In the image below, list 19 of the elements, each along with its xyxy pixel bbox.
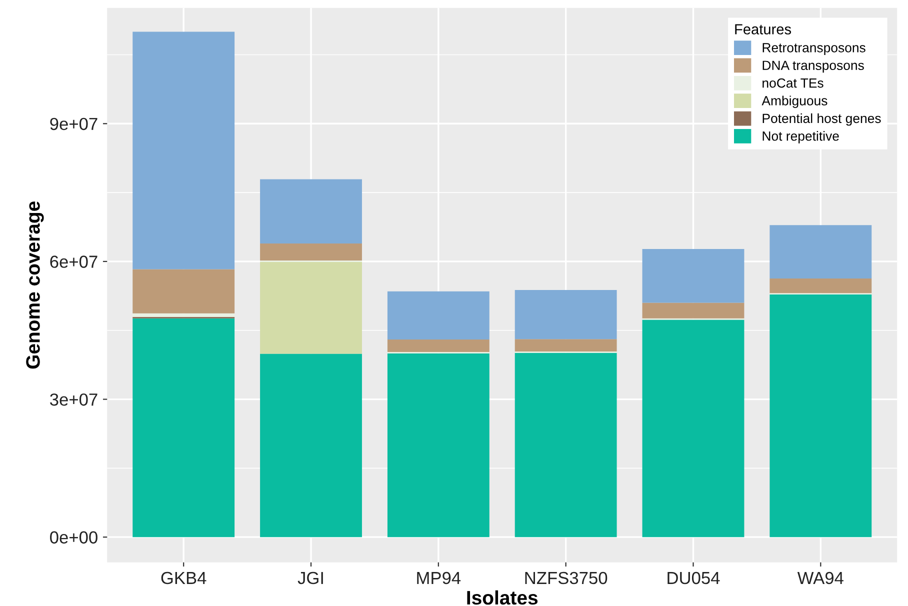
legend-label: DNA transposons	[762, 60, 864, 73]
y-tick-label: 6e+07	[50, 256, 98, 268]
legend-label: Retrotransposons	[762, 43, 866, 55]
x-tick-label: DU054	[668, 572, 720, 584]
legend-label: Potential host genes	[762, 113, 881, 126]
x-tick-label: NZFS3750	[525, 572, 608, 584]
x-tick-label: WA94	[797, 572, 844, 584]
legend-title: Features	[735, 24, 792, 34]
x-tick-label: JGI	[298, 572, 323, 584]
x-tick-label: GKB4	[161, 572, 206, 584]
y-tick-label: 9e+07	[50, 118, 98, 130]
legend-label: Ambiguous	[762, 96, 828, 108]
x-tick-label: MP94	[417, 572, 461, 584]
legend-label: noCat TEs	[762, 78, 824, 88]
x-axis-title: Isolates	[467, 590, 538, 605]
y-tick-label: 0e+00	[50, 531, 98, 544]
y-tick-label: 3e+07	[50, 393, 98, 406]
legend-label: Not repetitive	[762, 131, 839, 144]
y-axis-title: Genome coverage	[26, 201, 44, 369]
